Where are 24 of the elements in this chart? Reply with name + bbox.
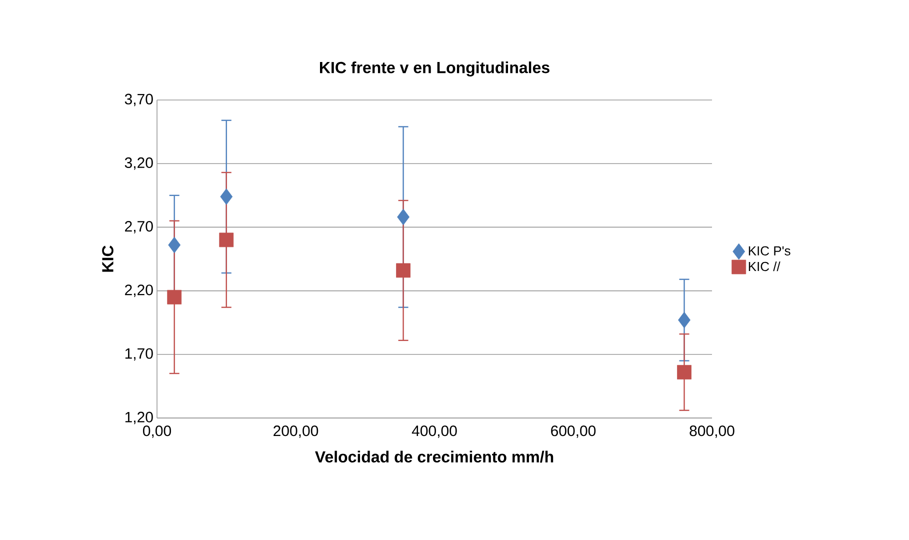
y-tick-label: 3,20 <box>124 157 153 170</box>
y-tick-label: 2,70 <box>125 220 153 234</box>
x-tick-label: 200,00 <box>274 426 318 438</box>
point <box>396 263 410 278</box>
point <box>677 364 692 380</box>
chart-title: KIC frente v en Longitudinales <box>320 61 550 76</box>
point <box>397 208 410 226</box>
point <box>167 290 182 304</box>
point <box>219 232 234 248</box>
point <box>678 312 690 328</box>
legend-label: KIC P's <box>748 246 790 256</box>
y-tick-label: 2,20 <box>125 284 153 297</box>
y-tick-label: 1,70 <box>125 348 153 361</box>
x-tick-label: 0,00 <box>142 426 172 438</box>
legend-label: KIC // <box>748 262 780 272</box>
y-tick-label: 1,20 <box>125 412 153 424</box>
y-tick-label: 3,70 <box>124 94 153 106</box>
y-axis-title: KIC <box>102 246 114 272</box>
x-tick-label: 800,00 <box>690 426 734 438</box>
point <box>168 236 181 254</box>
x-axis-title: Velocidad de crecimiento mm/h <box>315 450 554 463</box>
x-tick-label: 400,00 <box>412 426 457 438</box>
point <box>220 188 233 205</box>
x-tick-label: 600,00 <box>551 426 596 438</box>
